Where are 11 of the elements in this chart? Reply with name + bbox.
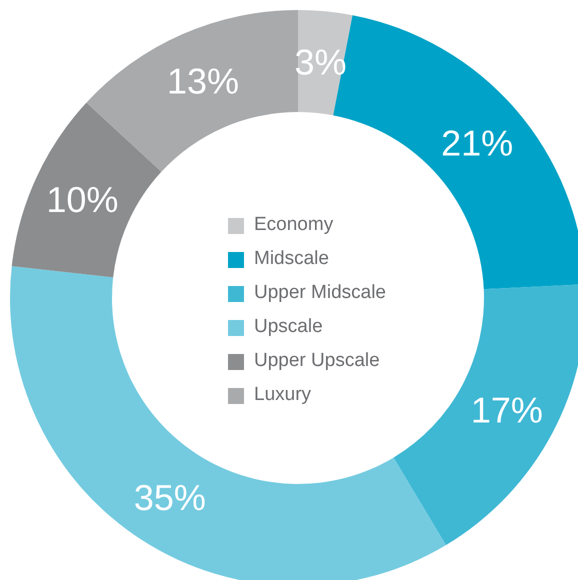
data-label: 35% <box>134 476 206 518</box>
legend-label: Upper Upscale <box>254 350 380 371</box>
legend-label: Upscale <box>254 316 323 337</box>
legend-label: Luxury <box>254 384 312 405</box>
legend-label: Upper Midscale <box>254 282 386 303</box>
data-label: 13% <box>166 60 240 102</box>
data-label: 10% <box>46 179 118 220</box>
legend-label: Economy <box>254 214 334 235</box>
data-label: 21% <box>441 122 514 164</box>
data-label: 17% <box>470 389 543 430</box>
legend-label: Midscale <box>254 248 329 269</box>
